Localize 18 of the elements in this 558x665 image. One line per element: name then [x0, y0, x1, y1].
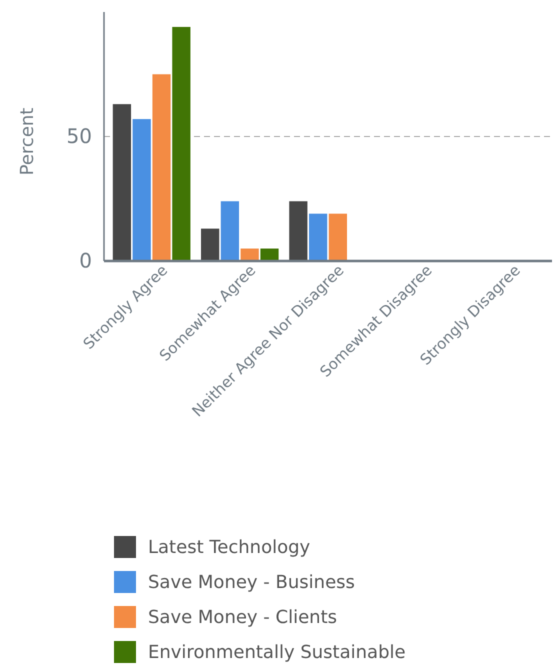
bar	[112, 104, 132, 261]
bar	[240, 248, 259, 261]
y-tick-label: 0	[79, 248, 92, 272]
bar	[152, 74, 171, 261]
y-tick-label: 50	[66, 124, 92, 148]
bar	[289, 201, 308, 261]
bar	[328, 214, 348, 261]
bar	[172, 26, 190, 261]
bar	[260, 248, 279, 261]
y-axis-title: Percent	[17, 108, 38, 176]
legend-label: Latest Technology	[148, 537, 311, 558]
bar	[308, 214, 328, 261]
legend-label: Save Money - Clients	[148, 607, 338, 628]
legend-label: Save Money - Business	[148, 572, 355, 593]
bar	[201, 228, 220, 261]
bar	[220, 201, 240, 261]
bar	[132, 119, 151, 261]
legend-label: Environmentally Sustainable	[148, 642, 406, 663]
